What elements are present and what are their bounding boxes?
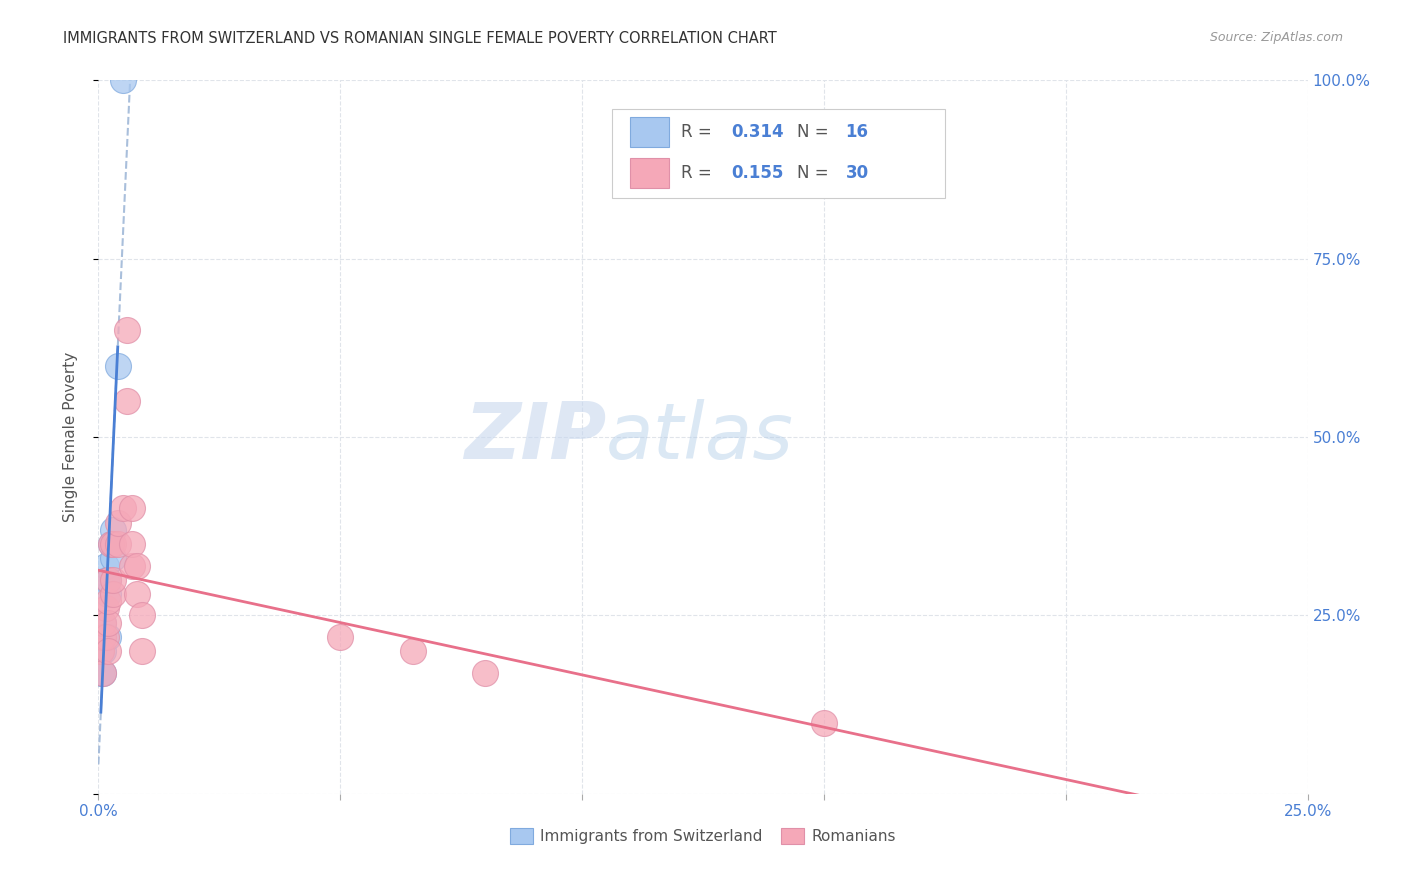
Point xyxy=(121,558,143,573)
Point xyxy=(94,558,117,573)
Point xyxy=(131,644,153,658)
Point xyxy=(111,73,134,87)
Text: IMMIGRANTS FROM SWITZERLAND VS ROMANIAN SINGLE FEMALE POVERTY CORRELATION CHART: IMMIGRANTS FROM SWITZERLAND VS ROMANIAN … xyxy=(63,31,778,46)
Point xyxy=(101,573,124,587)
Point xyxy=(117,394,139,409)
Point xyxy=(101,523,124,537)
Text: R =: R = xyxy=(682,123,717,141)
Point xyxy=(90,644,112,658)
Point xyxy=(101,587,124,601)
Point xyxy=(97,594,120,608)
Point xyxy=(97,630,120,644)
Text: 0.314: 0.314 xyxy=(731,123,783,141)
Legend: Immigrants from Switzerland, Romanians: Immigrants from Switzerland, Romanians xyxy=(503,822,903,850)
FancyBboxPatch shape xyxy=(613,109,945,198)
Point xyxy=(402,644,425,658)
Text: N =: N = xyxy=(797,123,834,141)
Text: ZIP: ZIP xyxy=(464,399,606,475)
Point xyxy=(101,551,124,566)
Point xyxy=(121,537,143,551)
Point xyxy=(97,587,120,601)
Point xyxy=(94,573,117,587)
Point xyxy=(329,630,352,644)
Point xyxy=(91,630,114,644)
Point xyxy=(94,630,117,644)
Point xyxy=(91,644,114,658)
Point xyxy=(101,537,124,551)
Point xyxy=(91,630,114,644)
FancyBboxPatch shape xyxy=(630,118,669,147)
Point xyxy=(107,359,129,373)
Point xyxy=(97,573,120,587)
Text: 30: 30 xyxy=(845,164,869,182)
Point xyxy=(474,665,496,680)
Point xyxy=(90,665,112,680)
Point xyxy=(131,608,153,623)
Point xyxy=(91,665,114,680)
Point xyxy=(90,644,112,658)
Text: 0.155: 0.155 xyxy=(731,164,783,182)
Point xyxy=(97,573,120,587)
FancyBboxPatch shape xyxy=(630,158,669,188)
Point xyxy=(100,537,122,551)
Point xyxy=(97,644,120,658)
Point xyxy=(107,516,129,530)
Point xyxy=(91,615,114,630)
Point xyxy=(111,501,134,516)
Point xyxy=(97,615,120,630)
Point xyxy=(91,615,114,630)
Text: 16: 16 xyxy=(845,123,869,141)
Y-axis label: Single Female Poverty: Single Female Poverty xyxy=(63,352,77,522)
Text: atlas: atlas xyxy=(606,399,794,475)
Text: R =: R = xyxy=(682,164,717,182)
Text: Source: ZipAtlas.com: Source: ZipAtlas.com xyxy=(1209,31,1343,45)
Point xyxy=(127,558,149,573)
Text: N =: N = xyxy=(797,164,834,182)
Point xyxy=(91,665,114,680)
Point xyxy=(813,715,835,730)
Point xyxy=(127,587,149,601)
Point xyxy=(100,537,122,551)
Point xyxy=(107,537,129,551)
Point xyxy=(94,601,117,615)
Point xyxy=(117,323,139,337)
Point xyxy=(121,501,143,516)
